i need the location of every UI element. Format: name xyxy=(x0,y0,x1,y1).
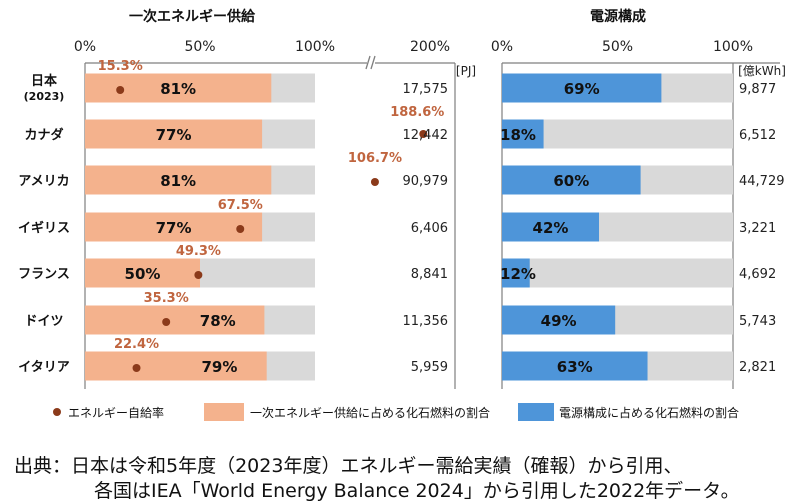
self-sufficiency-dot xyxy=(162,318,171,326)
power-fossil-bar xyxy=(502,165,641,195)
fossil-share-label: 81% xyxy=(160,172,196,190)
country-sublabel: (2023) xyxy=(24,90,65,103)
self-sufficiency-label: 49.3% xyxy=(176,244,221,259)
power-generation-value: 5,743 xyxy=(739,314,776,329)
self-sufficiency-label: 35.3% xyxy=(144,291,189,306)
power-fossil-label: 42% xyxy=(533,219,569,237)
country-label: イギリス xyxy=(18,220,70,236)
self-sufficiency-dot xyxy=(419,130,428,138)
power-generation-value: 44,729 xyxy=(739,174,785,189)
primary-supply-value: 5,959 xyxy=(411,360,448,375)
self-sufficiency-label: 188.6% xyxy=(390,105,444,120)
legend-self-sufficiency-marker xyxy=(53,408,61,416)
legend-fossil-swatch xyxy=(204,403,244,421)
primary-supply-value: 17,575 xyxy=(403,82,449,97)
country-label: カナダ xyxy=(24,127,63,143)
left-unit-label: [PJ] xyxy=(456,64,476,78)
left-x-tick-label: 100% xyxy=(295,39,335,55)
axis-break-mark xyxy=(365,55,371,70)
self-sufficiency-label: 15.3% xyxy=(98,59,143,74)
power-fossil-bar xyxy=(502,73,662,103)
primary-supply-value: 8,841 xyxy=(411,267,448,282)
left-x-tick-label: 200% xyxy=(410,39,450,55)
right-x-tick-label: 100% xyxy=(713,39,753,55)
left-panel-title: 一次エネルギー供給 xyxy=(129,8,256,25)
power-fossil-bar xyxy=(502,212,600,242)
fossil-share-bar xyxy=(85,119,263,149)
power-fossil-label: 69% xyxy=(564,80,600,98)
right-panel-title: 電源構成 xyxy=(590,8,646,25)
self-sufficiency-label: 22.4% xyxy=(114,337,159,352)
legend-fossil-label: 一次エネルギー供給に占める化石燃料の割合 xyxy=(250,405,490,420)
power-generation-value: 4,692 xyxy=(739,267,776,282)
power-fossil-bar xyxy=(502,305,616,335)
right-x-tick-label: 50% xyxy=(602,39,633,55)
left-x-tick-label: 50% xyxy=(184,39,215,55)
country-label: イタリア xyxy=(18,360,69,375)
legend-self-sufficiency-label: エネルギー自給率 xyxy=(68,405,164,420)
fossil-share-label: 81% xyxy=(160,80,196,98)
fossil-share-label: 78% xyxy=(200,312,236,330)
primary-supply-value: 6,406 xyxy=(411,221,448,236)
fossil-share-bar xyxy=(85,305,265,335)
power-generation-value: 2,821 xyxy=(739,360,776,375)
power-fossil-label: 12% xyxy=(500,265,536,283)
power-fossil-label: 63% xyxy=(557,358,593,376)
fossil-share-bar xyxy=(85,351,267,381)
self-sufficiency-dot xyxy=(116,86,125,94)
fossil-share-bar xyxy=(85,212,263,242)
fossil-share-label: 50% xyxy=(125,265,161,283)
power-fossil-bar xyxy=(502,351,648,381)
legend-power-swatch xyxy=(518,403,554,421)
country-label: フランス xyxy=(18,267,70,282)
power-fossil-label: 49% xyxy=(541,312,577,330)
fossil-share-bar xyxy=(85,73,272,103)
left-x-tick-label: 0% xyxy=(74,39,96,55)
fossil-share-label: 79% xyxy=(202,358,238,376)
self-sufficiency-label: 67.5% xyxy=(218,198,263,213)
fossil-share-label: 77% xyxy=(156,126,192,144)
self-sufficiency-label: 106.7% xyxy=(348,151,402,166)
country-label: 日本 xyxy=(31,73,57,89)
power-generation-value: 9,877 xyxy=(739,82,776,97)
self-sufficiency-dot xyxy=(236,225,245,233)
country-label: アメリカ xyxy=(18,174,69,189)
self-sufficiency-dot xyxy=(132,364,141,372)
self-sufficiency-dot xyxy=(370,178,379,186)
fossil-share-bar xyxy=(85,165,272,195)
primary-supply-value: 90,979 xyxy=(403,174,449,189)
right-x-tick-label: 0% xyxy=(491,39,513,55)
fossil-share-label: 77% xyxy=(156,219,192,237)
legend-power-label: 電源構成に占める化石燃料の割合 xyxy=(559,405,739,420)
primary-supply-value: 12,442 xyxy=(403,128,449,143)
power-generation-value: 3,221 xyxy=(739,221,776,236)
power-fossil-bar xyxy=(502,119,544,149)
country-label: ドイツ xyxy=(24,314,63,329)
power-fossil-label: 60% xyxy=(553,172,589,190)
right-unit-label: [億kWh] xyxy=(738,64,786,78)
source-note-line1: 出典：日本は令和5年度（2023年度）エネルギー需給実績（確報）から引用、 xyxy=(14,455,683,477)
source-note-line2: 各国はIEA「World Energy Balance 2024」から引用した2… xyxy=(94,480,740,502)
right-bar-background xyxy=(502,258,733,288)
axis-break-mark xyxy=(370,55,376,70)
power-generation-value: 6,512 xyxy=(739,128,776,143)
primary-supply-value: 11,356 xyxy=(403,314,449,329)
power-fossil-bar xyxy=(502,258,530,288)
fossil-share-bar xyxy=(85,258,200,288)
self-sufficiency-dot xyxy=(194,271,203,279)
power-fossil-label: 18% xyxy=(500,126,536,144)
